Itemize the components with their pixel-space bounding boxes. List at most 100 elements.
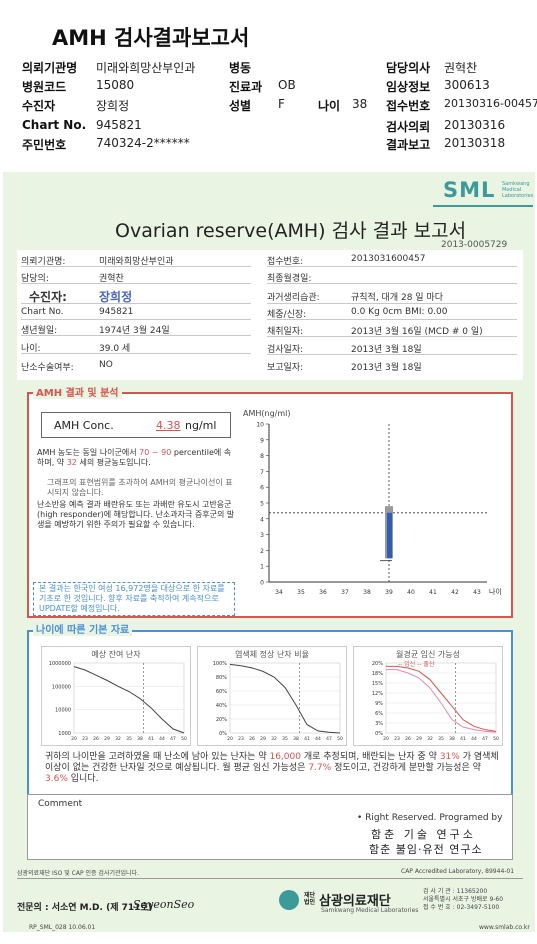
info-label: 생년월일: [21, 326, 58, 336]
info-value: 2013년 3월 18일 [351, 363, 422, 373]
info-label: 과거생리습관: [267, 293, 320, 303]
header-value: F [278, 97, 285, 111]
divider [21, 335, 251, 336]
series-line [229, 663, 341, 734]
divider [267, 336, 517, 337]
percentile-low: 70 [139, 448, 150, 457]
pregnancy-legend: -- 임신 -- 출산 [398, 661, 435, 668]
info-label: 수진자: [29, 290, 67, 304]
header-value: 20130316-00457 [444, 97, 537, 110]
x-tick-label: 41 [304, 736, 310, 742]
y-tick-label: 40% [216, 703, 227, 709]
y-tick-label: 10000 [55, 708, 71, 714]
age-section-title: 나이에 따른 기본 자료 [33, 621, 133, 636]
y-tick-label: 0% [375, 731, 383, 737]
pregnancy-chance-chart: 월경균 임신 가능성 -- 임신 -- 출산 20% 18% 15% 12% 9% 6% 3… [353, 646, 503, 746]
info-label: 검사일자: [267, 345, 304, 355]
y-tick-label: 6% [375, 711, 383, 717]
info-label: Chart No. [21, 307, 64, 317]
x-tick-label: 35 [126, 736, 132, 742]
header-value: 권혁찬 [444, 61, 478, 75]
contact-info: 검 사 기 관 : 11365200 서울특별시 서초구 방배로 9-60 접 … [423, 888, 503, 912]
y-tick-label: 9 [260, 437, 264, 444]
x-tick-label: 32 [115, 736, 121, 742]
summary-birth: 3.6% [45, 774, 68, 784]
mini-chart-title: 예상 잔여 난자 [91, 650, 141, 659]
info-value: 2013031600457 [351, 254, 426, 264]
amh-section-title: AMH 결과 및 분석 [33, 384, 122, 399]
x-tick-label: 38 [363, 589, 371, 596]
divider [21, 266, 251, 267]
info-value: 장희정 [99, 290, 133, 304]
y-tick-label: 4 [260, 516, 264, 523]
comment-box: Comment [27, 794, 513, 860]
x-tick-label: 50 [337, 736, 343, 742]
info-value: 미래와희망산부인과 [99, 257, 174, 267]
divider [267, 354, 517, 355]
y-tick-label: 12% [372, 691, 383, 697]
x-tick-label: 41 [460, 736, 466, 742]
foundation-logo-icon [279, 890, 299, 910]
amh-conc-value: 4.38 [156, 419, 181, 432]
header-label: 검사의뢰 [386, 120, 431, 134]
plot-area [385, 662, 497, 734]
header-label: 담당의사 [386, 61, 431, 75]
header-value: 15080 [96, 78, 135, 92]
summary-eggs: 16,000 [269, 752, 301, 762]
x-tick-label: 44 [159, 736, 165, 742]
percentile-text-a: AMH 농도는 동일 나이군에서 [37, 448, 137, 457]
y-tick-label: 0% [219, 731, 227, 737]
x-tick-label: 29 [416, 736, 422, 742]
summary-preg: 7.7% [308, 763, 332, 773]
plot-area [73, 662, 185, 734]
info-value: 0.0 Kg 0cm BMI: 0.00 [351, 307, 448, 317]
series-line [386, 665, 497, 732]
normal-egg-ratio-plot: 100% 80% 60% 40% 20% 0%20 23 26 29 32 35 38 41 44 47 50 [213, 661, 343, 742]
info-label: 보고일자: [267, 363, 304, 373]
y-tick-label: 10 [256, 422, 264, 429]
x-tick-label: 41 [148, 736, 154, 742]
header-value: 945821 [96, 118, 142, 132]
sml-logo-subtitle: Samkwang Medical Laboratories [502, 181, 534, 199]
header-value: 미래와희망산부인과 [96, 61, 196, 75]
info-label: 최종월경일: [267, 274, 312, 284]
amh-conc-label: AMH Conc. [54, 419, 114, 432]
x-tick-label: 20 [227, 736, 233, 742]
x-tick-label: 47 [482, 736, 488, 742]
y-tick-label: 15% [372, 681, 383, 687]
amh-percentile-text: AMH 농도는 동일 나이군에서 70 ~ 90 percentile에 속하며… [37, 448, 237, 468]
x-tick-label: 23 [394, 736, 400, 742]
divider [267, 283, 517, 284]
divider [267, 303, 517, 304]
info-value: 권혁찬 [99, 274, 124, 284]
info-value: 945821 [99, 307, 134, 317]
header-value: 740324-2****** [96, 136, 190, 150]
form-code: RP_SML_028 10.06.01 [29, 924, 96, 931]
x-tick-label: 20 [383, 736, 389, 742]
x-tick-label: 43 [473, 589, 481, 596]
institute-name-1: 함춘 기술 연구소 [371, 828, 476, 841]
mini-chart-title: 월경균 임신 가능성 [396, 650, 460, 659]
percentile-text-b: percentile에 속하며, 약 [37, 448, 232, 467]
data-source-text: 본 결과는 한국인 여성 16,972명을 대상으로 한 자료를 기초로 한 것… [39, 584, 225, 613]
x-tick-label: 29 [104, 736, 110, 742]
header-value: 300613 [444, 78, 490, 92]
y-tick-label: 80% [216, 675, 227, 681]
remaining-eggs-chart: 예상 잔여 난자 1000000 100000 10000 1000 20 23 26 29 3… [41, 646, 191, 746]
series-line [386, 669, 497, 733]
cap-accreditation: CAP Accredited Laboratory, 89944-01 [401, 868, 515, 875]
report-id: 2013-0005729 [441, 240, 508, 250]
y-tick-label: 1000000 [49, 661, 71, 667]
info-value: 2013년 3월 16일 (MCD # 0 일) [351, 327, 483, 337]
foundation-name: 삼광의료재단 [319, 894, 391, 909]
x-tick-label: 26 [93, 736, 99, 742]
website: www.smlab.co.kr [479, 924, 530, 931]
series-line [73, 666, 185, 734]
data-source-box [33, 582, 235, 616]
header-label: 성별 [229, 99, 252, 113]
info-value: 1974년 3월 24일 [99, 326, 170, 336]
contact-line: 서울특별시 서초구 방배로 9-60 [423, 896, 504, 903]
x-tick-label: 32 [427, 736, 433, 742]
report-title: Ovarian reserve(AMH) 검사 결과 보고서 [115, 220, 467, 242]
pregnancy-chance-plot: 20% 18% 15% 12% 9% 6% 3% 0%20 23 26 29 32 35 38 41 44 47… [372, 661, 499, 742]
